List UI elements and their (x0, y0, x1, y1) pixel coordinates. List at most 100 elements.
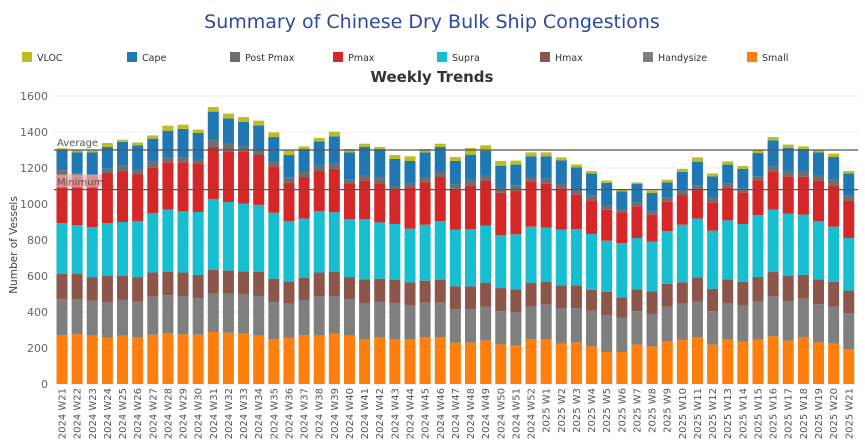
bar-post-pmax (192, 159, 204, 164)
bar-hmax (646, 291, 658, 314)
bar-post-pmax (56, 170, 68, 177)
bar-vloc (86, 149, 98, 153)
bar-handysize (676, 303, 688, 341)
bar-post-pmax (570, 189, 582, 195)
bar-cape (86, 152, 98, 175)
bar-pmax (374, 184, 386, 223)
bar-post-pmax (676, 190, 688, 195)
legend-swatch (643, 52, 653, 62)
bar-supra (510, 234, 522, 290)
bar-pmax (722, 187, 734, 221)
bar-hmax (283, 281, 295, 304)
bar-post-pmax (117, 165, 129, 172)
bar-hmax (177, 272, 189, 296)
bar-cape (767, 140, 779, 167)
x-tick-label: 2024 W22 (73, 388, 84, 439)
bar-vloc (71, 150, 83, 153)
bar-hmax (752, 276, 764, 302)
bar-vloc (601, 180, 613, 183)
y-axis-ticks: 0 200 400 600 800 1000 1200 1400 1600 (20, 90, 48, 391)
x-tick-label: 2024 W28 (163, 388, 174, 439)
bar-pmax (737, 192, 749, 224)
legend-label: Handysize (658, 53, 707, 64)
bar-post-pmax (843, 195, 855, 201)
legend-item-pmax: Pmax (333, 52, 375, 64)
bar-supra (86, 227, 98, 278)
bar-vloc (374, 146, 386, 149)
legend-item-post-pmax: Post Pmax (230, 52, 295, 64)
bar-handysize (767, 296, 779, 337)
bar-hmax (101, 275, 113, 303)
bar-handysize (525, 306, 537, 340)
x-tick-label: 2025 W2 (557, 388, 568, 433)
bar-hmax (676, 282, 688, 304)
bar-vloc (253, 120, 265, 126)
bar-small (465, 342, 477, 384)
chart-subtitle: Weekly Trends (371, 68, 494, 86)
x-tick-label: 2024 W34 (254, 388, 265, 439)
bar-small (117, 335, 129, 384)
bar-cape (222, 118, 234, 144)
legend-swatch (127, 52, 137, 62)
bar-small (828, 343, 840, 384)
bar-hmax (586, 289, 598, 311)
x-tick-label: 2025 W7 (632, 388, 643, 433)
bar-hmax (86, 277, 98, 301)
bar-pmax (419, 182, 431, 225)
bar-hmax (767, 272, 779, 297)
bar-post-pmax (343, 179, 355, 185)
x-tick-label: 2024 W21 (58, 388, 69, 439)
bar-supra (449, 229, 461, 287)
bar-post-pmax (328, 163, 340, 169)
bar-pmax (525, 181, 537, 227)
bar-cape (298, 148, 310, 172)
bar-post-pmax (177, 157, 189, 163)
bar-post-pmax (782, 171, 794, 177)
legend-label: VLOC (37, 53, 63, 64)
bar-vloc (570, 164, 582, 168)
bar-post-pmax (283, 177, 295, 183)
bar-pmax (343, 184, 355, 220)
bar-cape (238, 121, 250, 147)
bar-supra (495, 235, 507, 289)
bar-hmax (389, 279, 401, 304)
bar-supra (434, 221, 446, 280)
bar-post-pmax (631, 202, 643, 207)
bar-handysize (480, 306, 492, 341)
bar-vloc (404, 156, 416, 161)
bar-small (71, 334, 83, 384)
bar-pmax (86, 177, 98, 228)
bar-pmax (434, 177, 446, 222)
bar-vloc (465, 148, 477, 155)
bar-small (691, 337, 703, 384)
bar-small (389, 339, 401, 384)
bar-supra (328, 212, 340, 272)
bar-handysize (389, 303, 401, 340)
bar-post-pmax (752, 176, 764, 181)
bar-handysize (813, 304, 824, 343)
bar-supra (813, 221, 824, 280)
bar-small (525, 339, 537, 384)
bar-cape (631, 184, 643, 203)
bar-pmax (389, 189, 401, 224)
bar-supra (359, 219, 371, 280)
y-tick-label: 200 (27, 342, 48, 355)
bar-vloc (313, 137, 325, 142)
bar-small (676, 340, 688, 384)
bar-pmax (631, 206, 643, 239)
x-tick-label: 2025 W11 (693, 388, 704, 439)
bar-handysize (147, 296, 159, 335)
legend-label: Cape (142, 53, 166, 64)
bar-supra (480, 225, 492, 283)
bar-pmax (570, 194, 582, 230)
bar-cape (495, 165, 507, 188)
bar-vloc (298, 146, 310, 149)
bar-post-pmax (449, 184, 461, 189)
bar-handysize (268, 302, 280, 339)
bar-small (480, 340, 492, 384)
bar-small (343, 335, 355, 384)
bar-pmax (222, 151, 234, 203)
bar-supra (117, 222, 129, 276)
legend-label: Hmax (555, 53, 583, 64)
legend-label: Supra (452, 53, 480, 64)
